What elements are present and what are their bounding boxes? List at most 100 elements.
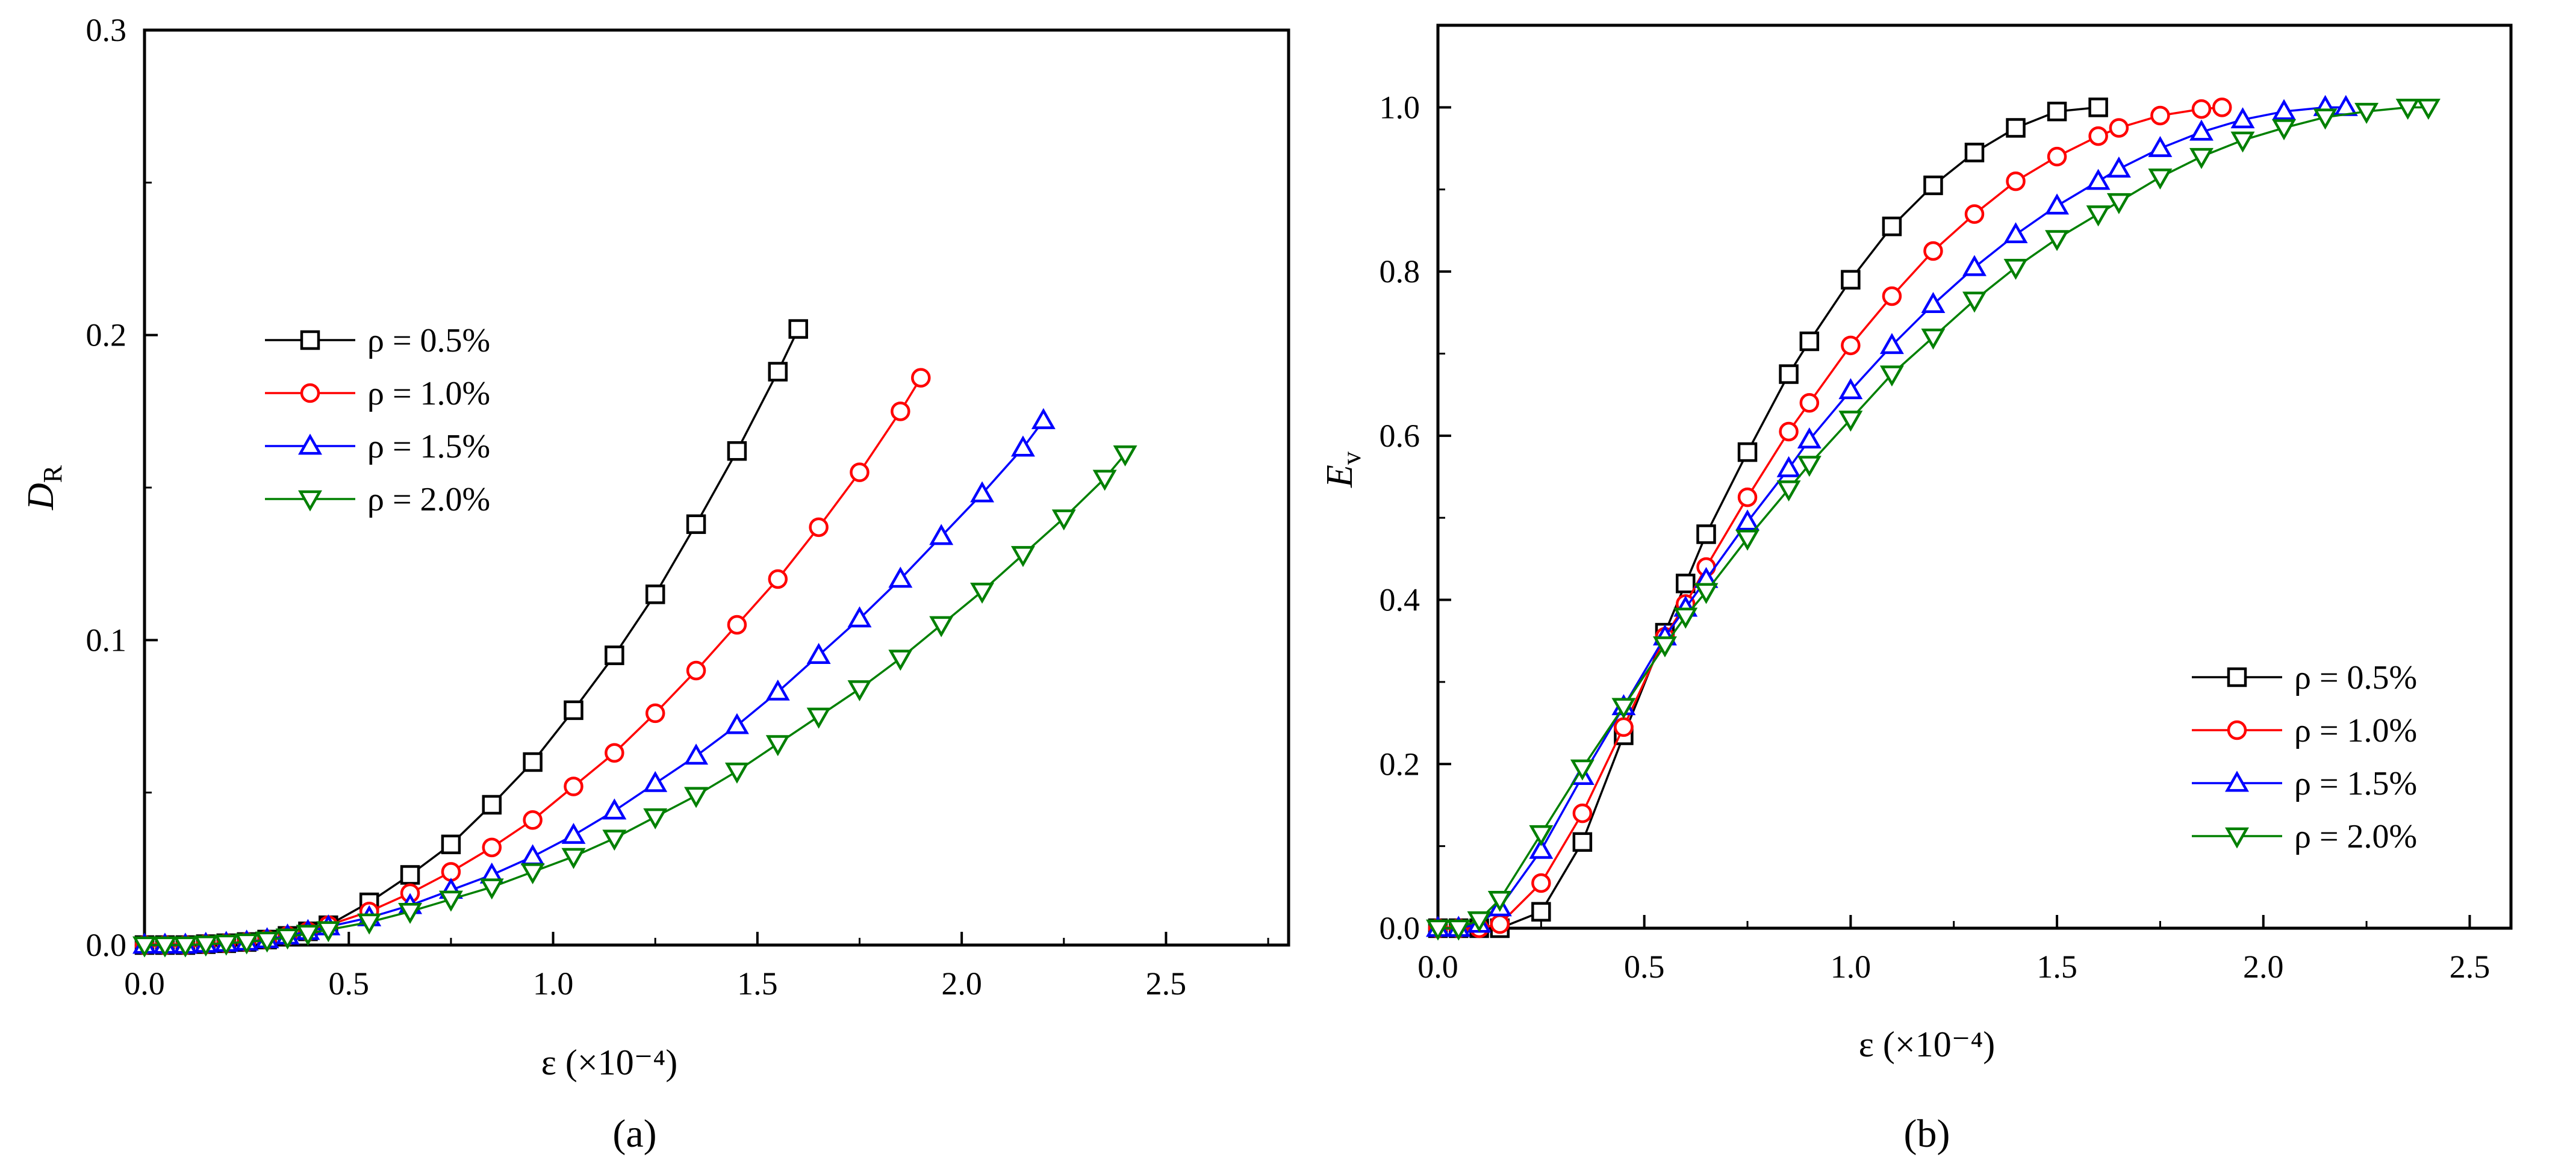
data-point-a-3-25: [970, 582, 995, 604]
data-point-a-1-17: [645, 703, 665, 724]
data-point-b-3-5: [1570, 759, 1594, 781]
data-point-b-3-0: [1426, 919, 1450, 941]
legend-entry-b-3: ρ = 2.0%: [2192, 818, 2417, 855]
data-point-b-0-4: [1531, 902, 1551, 922]
data-point-a-3-24: [929, 616, 954, 637]
data-point-b-2-4: [1529, 837, 1554, 859]
xtick-label-a-1: 0.5: [329, 966, 370, 1002]
data-point-a-3-4: [214, 934, 238, 956]
data-point-a-1-21: [809, 517, 829, 538]
legend-marker-a-1: [300, 383, 320, 403]
data-point-a-3-1: [152, 936, 177, 958]
legend-label-b-3: ρ = 2.0%: [2294, 818, 2417, 855]
ytick-label-b-0: 0.0: [1380, 910, 1420, 946]
data-point-a-3-8: [296, 925, 320, 946]
data-point-a-0-15: [564, 700, 583, 721]
data-point-a-1-18: [686, 660, 706, 681]
data-point-b-1-13: [1841, 335, 1861, 356]
series-a-3: [132, 445, 1137, 958]
data-point-a-3-6: [255, 931, 279, 953]
legend-marker-a-3: [298, 490, 322, 512]
data-point-b-1-21: [2150, 105, 2170, 126]
data-point-a-2-19: [724, 713, 749, 734]
ticks-a: 0.0 0.5 1.0 1.5 2.0 2.5 0.0 0.1 0.2 0.3: [86, 12, 1269, 1002]
data-point-a-1-19: [727, 615, 747, 635]
data-point-a-2-24: [929, 524, 954, 545]
legend-label-b-1: ρ = 1.0%: [2294, 712, 2417, 749]
xtick-label-b-0: 0.0: [1417, 949, 1458, 985]
data-point-b-0-16: [1964, 143, 1985, 163]
data-point-b-3-25: [2313, 108, 2338, 130]
data-point-b-1-10: [1737, 487, 1758, 507]
ylabel-a-main: D: [20, 483, 61, 510]
legend-marker-b-2: [2225, 770, 2249, 792]
data-point-b-0-19: [2088, 98, 2108, 117]
data-point-a-3-29: [1113, 445, 1137, 467]
xlabel-b: ε (×10⁻⁴): [1859, 1025, 1996, 1064]
data-point-b-2-24: [2272, 99, 2297, 120]
data-point-b-2-10: [1735, 509, 1760, 531]
data-point-a-1-14: [523, 810, 543, 830]
data-point-b-3-4: [1529, 825, 1554, 846]
data-point-b-2-22: [2189, 119, 2214, 141]
data-point-a-2-15: [561, 822, 586, 844]
data-point-a-3-18: [684, 787, 709, 808]
data-point-b-1-19: [2088, 126, 2108, 146]
data-point-a-1-15: [564, 777, 583, 796]
legend-marker-a-2: [298, 433, 322, 455]
data-point-a-2-26: [1010, 435, 1035, 457]
xtick-label-a-3: 1.5: [737, 966, 778, 1002]
data-point-b-2-23: [2230, 107, 2255, 129]
data-point-a-3-9: [316, 921, 341, 943]
data-point-a-3-14: [520, 863, 545, 885]
data-point-b-2-21: [2148, 135, 2173, 157]
ytick-label-b-1: 0.2: [1380, 746, 1420, 782]
data-point-a-1-20: [768, 569, 788, 589]
data-point-b-1-23: [2212, 98, 2232, 117]
data-point-b-3-2: [1467, 911, 1492, 932]
data-point-a-3-21: [806, 707, 831, 729]
data-point-b-0-11: [1779, 364, 1799, 384]
legend-label-b-0: ρ = 0.5%: [2294, 659, 2417, 696]
legend-entry-a-0: ρ = 0.5%: [265, 322, 490, 359]
data-point-a-3-10: [357, 913, 382, 935]
legend-label-a-0: ρ = 0.5%: [367, 322, 490, 359]
data-point-b-2-20: [2106, 157, 2131, 178]
legend-entry-b-1: ρ = 1.0%: [2192, 712, 2417, 749]
data-point-b-1-14: [1882, 286, 1902, 306]
ytick-label-b-4: 0.8: [1380, 253, 1420, 290]
data-point-b-3-22: [2189, 147, 2214, 169]
ytick-label-a-1: 0.1: [86, 622, 127, 658]
data-point-b-3-10: [1735, 529, 1760, 551]
ytick-label-a-0: 0.0: [86, 927, 127, 963]
data-point-a-0-13: [482, 795, 502, 815]
data-point-a-3-13: [479, 878, 504, 900]
data-point-a-3-7: [275, 928, 300, 950]
data-point-a-3-27: [1051, 509, 1076, 531]
data-point-a-3-11: [398, 902, 423, 924]
data-point-b-3-16: [1962, 291, 1986, 313]
data-point-b-3-21: [2148, 168, 2173, 190]
ylabel-b-main: E: [1319, 465, 1360, 488]
legend-entry-b-0: ρ = 0.5%: [2192, 659, 2417, 696]
legend-marker-b-1: [2227, 720, 2247, 740]
data-point-b-2-15: [1921, 292, 1946, 313]
data-point-b-3-7: [1652, 636, 1677, 658]
data-point-b-3-12: [1797, 456, 1822, 477]
data-point-b-2-18: [2045, 193, 2070, 215]
data-point-b-2-13: [1838, 378, 1863, 400]
xtick-label-b-1: 0.5: [1624, 949, 1665, 985]
data-point-a-3-0: [132, 936, 157, 958]
data-point-a-2-23: [888, 566, 913, 588]
data-point-a-2-17: [643, 770, 668, 792]
data-point-b-2-19: [2086, 169, 2111, 190]
data-point-b-3-6: [1611, 698, 1636, 719]
data-point-b-1-12: [1799, 393, 1820, 413]
data-point-a-3-20: [765, 735, 790, 757]
data-point-b-3-24: [2272, 119, 2297, 141]
legend-entry-b-2: ρ = 1.5%: [2192, 765, 2417, 802]
data-point-b-2-16: [1962, 255, 1986, 276]
legend-label-a-2: ρ = 1.5%: [367, 428, 490, 465]
data-point-a-2-18: [684, 743, 709, 765]
